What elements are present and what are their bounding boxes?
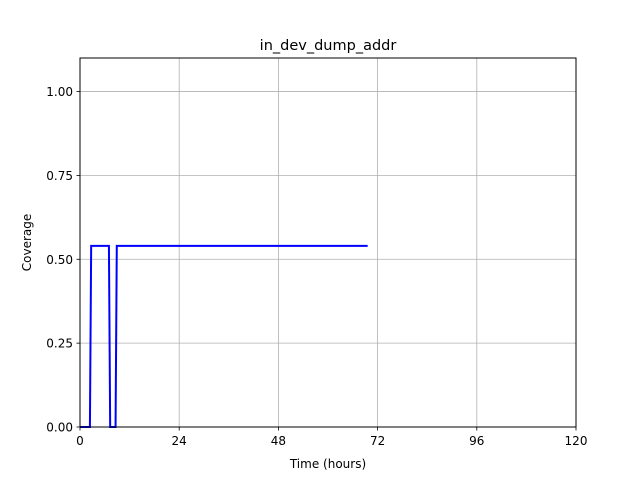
y-tick-label: 0.50	[46, 253, 73, 267]
plot-frame	[79, 57, 577, 428]
chart-title: in_dev_dump_addr	[260, 38, 397, 54]
x-tick-label: 0	[76, 434, 84, 448]
x-tick-label: 24	[172, 434, 187, 448]
x-axis: 0 24 48 72 96 120	[76, 427, 587, 448]
series-line	[80, 244, 368, 428]
series-group	[80, 244, 368, 428]
y-axis: 0.00 0.25 0.50 0.75 1.00	[46, 85, 80, 435]
y-tick-label: 0.75	[46, 169, 73, 183]
y-tick-label: 0.25	[46, 337, 73, 351]
y-tick-label: 1.00	[46, 85, 73, 99]
x-tick-label: 72	[370, 434, 385, 448]
x-axis-label: Time (hours)	[289, 457, 366, 471]
x-tick-label: 120	[565, 434, 588, 448]
x-tick-label: 96	[469, 434, 484, 448]
y-axis-label: Coverage	[20, 214, 34, 272]
y-tick-label: 0.00	[46, 421, 73, 435]
x-tick-label: 48	[271, 434, 286, 448]
